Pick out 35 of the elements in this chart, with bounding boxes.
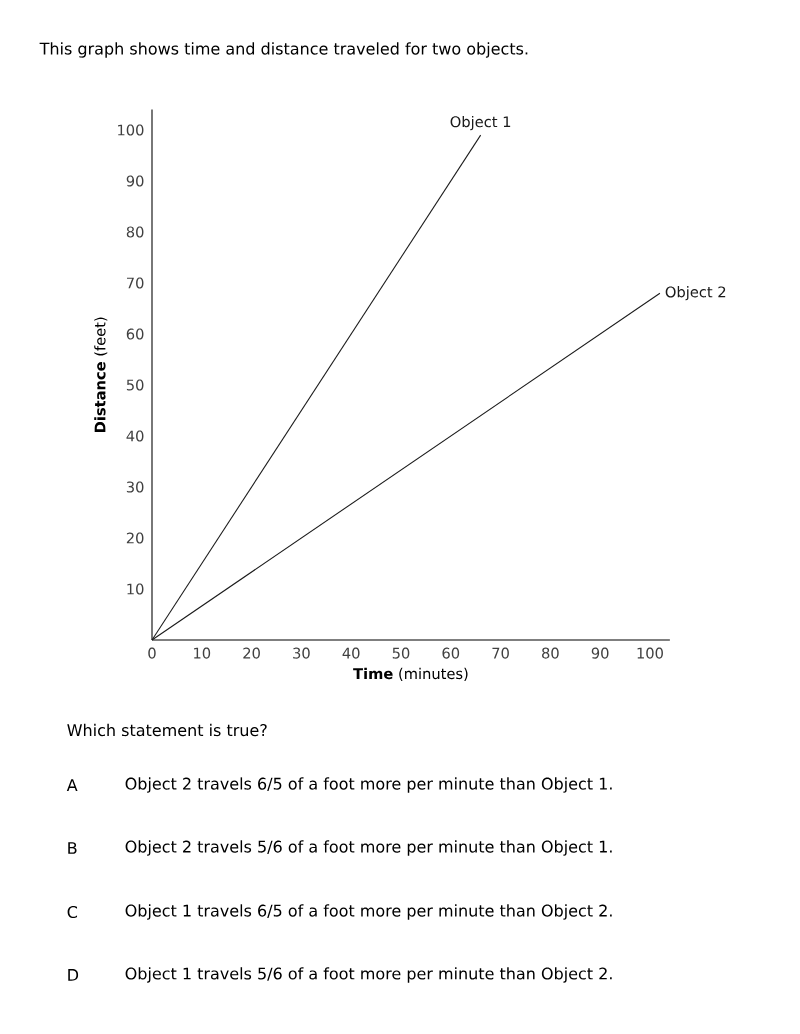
x-tick-label: 100 [637, 647, 663, 659]
text: Which statement is true? [67, 723, 267, 737]
y-tick-label: 20 [126, 532, 144, 544]
y-tick-label: 80 [126, 226, 144, 238]
x-tick-label: 70 [492, 647, 509, 659]
x-tick-label: 90 [591, 647, 609, 659]
chart-title: This graph shows time and distance traveled for two objects. [39, 42, 528, 58]
y-tick-label: 70 [126, 277, 144, 289]
text: Object 2 travels 6/5 of a foot more per minute than Object 1. [125, 777, 612, 793]
x-tick-label: 20 [243, 647, 260, 659]
x-tick-label: 80 [542, 647, 559, 659]
text: Object 2 travels 5/6 of a foot more per minute than Object 1. [125, 840, 612, 856]
x-tick-label: 40 [342, 647, 360, 659]
text: C [67, 905, 78, 919]
series-label: Object 2 [665, 286, 726, 301]
y-axis-title: Distance (feet) [94, 317, 108, 432]
text: Object 1 travels 6/5 of a foot more per minute than Object 2. [125, 904, 612, 920]
text: D [68, 969, 79, 981]
x-tick-label: 10 [194, 647, 211, 659]
text: Object 1 travels 5/6 of a foot more per minute than Object 2. [125, 967, 612, 983]
text: B [68, 842, 77, 854]
text: A [66, 779, 78, 791]
x-tick-label: 50 [392, 647, 410, 659]
y-tick-label: 40 [126, 430, 144, 442]
y-tick-label: 50 [126, 379, 144, 391]
y-tick-label: 60 [126, 328, 144, 340]
x-tick-label: 60 [442, 647, 460, 659]
series-label: Object 1 [450, 115, 511, 131]
y-tick-label: 30 [126, 481, 144, 493]
y-tick-label: 90 [126, 175, 144, 187]
x-axis-title: Time (minutes) [353, 667, 468, 681]
y-tick-label: 100 [118, 124, 144, 136]
x-tick-label: 30 [293, 647, 310, 659]
y-tick-label: 10 [127, 583, 144, 595]
x-tick-label: 0 [148, 647, 156, 659]
